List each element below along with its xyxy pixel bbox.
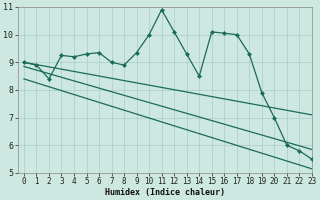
X-axis label: Humidex (Indice chaleur): Humidex (Indice chaleur) [105,188,225,197]
